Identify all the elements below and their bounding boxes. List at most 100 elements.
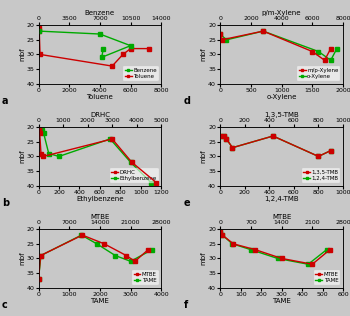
MTBE	[124, 254, 128, 258]
Legend: m/p-Xylene, o-Xylene: m/p-Xylene, o-Xylene	[297, 66, 340, 81]
m/p-Xylene	[261, 29, 265, 33]
TAME	[324, 248, 329, 252]
Ethylbenzene	[108, 137, 112, 141]
TAME	[150, 248, 154, 252]
DRHC	[39, 152, 43, 155]
Line: m/p-Xylene: m/p-Xylene	[218, 29, 332, 62]
MTBE	[80, 233, 84, 237]
MTBE	[328, 248, 332, 252]
Ethylbenzene	[47, 152, 51, 155]
1,2,4-TMB	[224, 137, 229, 141]
X-axis label: 1,2,4-TMB: 1,2,4-TMB	[264, 196, 299, 202]
Ethylbenzene	[40, 128, 44, 132]
1,2,4-TMB	[218, 134, 222, 138]
TAME	[218, 230, 222, 234]
DRHC	[38, 131, 42, 135]
o-Xylene	[261, 29, 265, 33]
X-axis label: MTBE: MTBE	[272, 214, 291, 220]
X-axis label: 1,3,5-TMB: 1,3,5-TMB	[264, 112, 299, 118]
Line: MTBE: MTBE	[37, 234, 150, 281]
Line: 1,3,5-TMB: 1,3,5-TMB	[218, 134, 332, 158]
X-axis label: MTBE: MTBE	[90, 214, 110, 220]
Toluene	[147, 47, 151, 51]
o-Xylene	[218, 32, 222, 36]
Line: Benzene: Benzene	[37, 29, 132, 59]
Ethylbenzene	[36, 128, 41, 132]
Benzene	[98, 32, 102, 36]
Ethylbenzene	[57, 155, 61, 158]
TAME	[95, 242, 99, 246]
TAME	[128, 259, 133, 263]
TAME	[39, 254, 43, 258]
DRHC	[36, 128, 41, 132]
1,3,5-TMB	[218, 134, 222, 138]
Legend: MTBE, TAME: MTBE, TAME	[132, 270, 159, 285]
Benzene	[128, 44, 133, 48]
Text: c: c	[2, 301, 7, 310]
m/p-Xylene	[310, 50, 314, 53]
X-axis label: TAME: TAME	[90, 298, 109, 304]
m/p-Xylene	[218, 32, 222, 36]
Toluene	[128, 47, 133, 51]
1,2,4-TMB	[329, 149, 333, 153]
Line: TAME: TAME	[218, 230, 328, 266]
1,2,4-TMB	[222, 134, 226, 138]
MTBE	[280, 257, 284, 260]
Legend: MTBE, TAME: MTBE, TAME	[314, 270, 340, 285]
Y-axis label: mbf: mbf	[19, 48, 25, 61]
MTBE	[36, 277, 41, 281]
Line: Toluene: Toluene	[37, 27, 151, 68]
Text: e: e	[183, 198, 190, 208]
Toluene	[37, 29, 41, 33]
Text: f: f	[183, 301, 188, 310]
DRHC	[41, 155, 46, 158]
MTBE	[102, 242, 106, 246]
MTBE	[38, 254, 43, 258]
X-axis label: Ethylbenzene: Ethylbenzene	[76, 196, 124, 202]
1,3,5-TMB	[222, 134, 226, 138]
TAME	[306, 262, 310, 266]
MTBE	[310, 262, 314, 266]
Benzene	[37, 29, 41, 33]
X-axis label: Benzene: Benzene	[85, 10, 115, 16]
1,3,5-TMB	[271, 134, 275, 138]
Legend: DRHC, Ethylbenzene: DRHC, Ethylbenzene	[110, 168, 159, 183]
DRHC	[37, 128, 41, 132]
Line: DRHC: DRHC	[37, 129, 158, 184]
MTBE	[231, 242, 236, 246]
Y-axis label: mbf: mbf	[19, 252, 25, 265]
1,2,4-TMB	[230, 146, 235, 149]
Benzene	[101, 47, 105, 51]
Line: 1,2,4-TMB: 1,2,4-TMB	[218, 134, 332, 158]
Y-axis label: mbf: mbf	[201, 48, 207, 61]
m/p-Xylene	[329, 47, 333, 51]
TAME	[79, 233, 84, 237]
MTBE	[133, 259, 137, 263]
Y-axis label: mbf: mbf	[19, 149, 25, 163]
TAME	[230, 242, 235, 246]
MTBE	[220, 233, 224, 237]
Y-axis label: mbf: mbf	[201, 149, 207, 163]
Line: MTBE: MTBE	[218, 230, 331, 266]
TAME	[275, 257, 280, 260]
X-axis label: o-Xylene: o-Xylene	[266, 94, 297, 100]
Toluene	[38, 52, 42, 56]
Legend: 1,3,5-TMB, 1,2,4-TMB: 1,3,5-TMB, 1,2,4-TMB	[302, 168, 340, 183]
m/p-Xylene	[220, 38, 224, 42]
Toluene	[37, 26, 41, 30]
MTBE	[218, 230, 222, 234]
Ethylbenzene	[128, 160, 133, 164]
TAME	[113, 254, 117, 258]
DRHC	[154, 181, 159, 185]
Text: b: b	[2, 198, 9, 208]
Ethylbenzene	[149, 181, 153, 185]
o-Xylene	[335, 47, 339, 51]
X-axis label: TAME: TAME	[272, 298, 291, 304]
1,3,5-TMB	[224, 137, 229, 141]
MTBE	[253, 248, 257, 252]
DRHC	[110, 137, 114, 141]
X-axis label: p/m-Xylene: p/m-Xylene	[262, 10, 301, 16]
o-Xylene	[316, 50, 321, 53]
1,3,5-TMB	[230, 146, 235, 149]
Line: TAME: TAME	[37, 234, 154, 281]
